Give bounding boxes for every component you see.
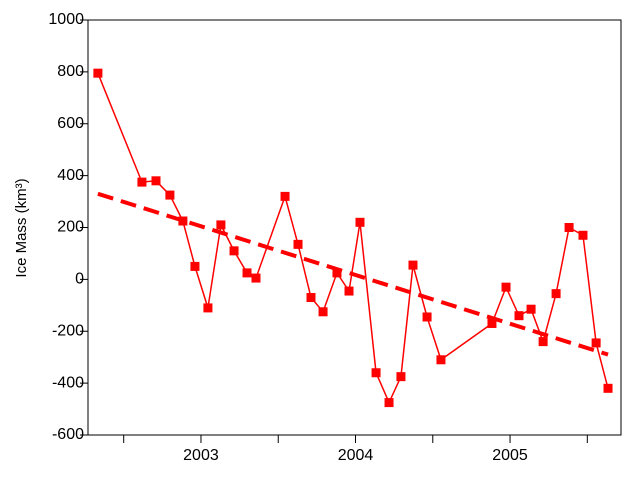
y-tick-label: -600 xyxy=(52,426,84,443)
y-tick-label: -400 xyxy=(52,374,84,391)
point xyxy=(396,372,406,382)
point xyxy=(242,268,252,278)
point xyxy=(371,368,381,378)
point xyxy=(603,383,613,393)
point xyxy=(251,273,261,283)
x-tick-label: 2004 xyxy=(338,447,374,464)
point xyxy=(436,355,446,365)
point xyxy=(216,220,226,230)
point xyxy=(422,312,432,322)
point xyxy=(229,246,239,256)
y-tick-label: -200 xyxy=(52,322,84,339)
point xyxy=(344,286,354,296)
point xyxy=(355,217,365,227)
point xyxy=(332,268,342,278)
x-tick-label: 2003 xyxy=(183,447,219,464)
y-tick-label: 600 xyxy=(57,115,84,132)
y-axis-label: Ice Mass (km³) xyxy=(13,178,30,277)
point xyxy=(190,261,200,271)
point xyxy=(280,191,290,201)
point xyxy=(151,176,161,186)
point xyxy=(318,307,328,317)
y-tick-label: 200 xyxy=(57,219,84,236)
point xyxy=(526,304,536,314)
y-tick-label: 800 xyxy=(57,63,84,80)
point xyxy=(93,68,103,78)
y-tick-label: 0 xyxy=(75,271,84,288)
point xyxy=(384,398,394,408)
point xyxy=(203,303,213,313)
point xyxy=(538,337,548,347)
point xyxy=(551,289,561,299)
point xyxy=(178,216,188,226)
point xyxy=(408,260,418,270)
point xyxy=(293,239,303,249)
plot-frame xyxy=(87,19,622,436)
point xyxy=(137,177,147,187)
point xyxy=(578,230,588,240)
point xyxy=(501,282,511,292)
y-tick-label: 1000 xyxy=(48,11,84,28)
trend-line xyxy=(97,191,609,357)
point xyxy=(165,190,175,200)
point xyxy=(564,223,574,232)
x-tick-label: 2005 xyxy=(492,447,528,464)
series-line xyxy=(97,72,609,405)
y-tick-label: 400 xyxy=(57,167,84,184)
point xyxy=(591,338,601,348)
point xyxy=(487,318,497,328)
point xyxy=(306,293,316,303)
point xyxy=(514,311,524,321)
